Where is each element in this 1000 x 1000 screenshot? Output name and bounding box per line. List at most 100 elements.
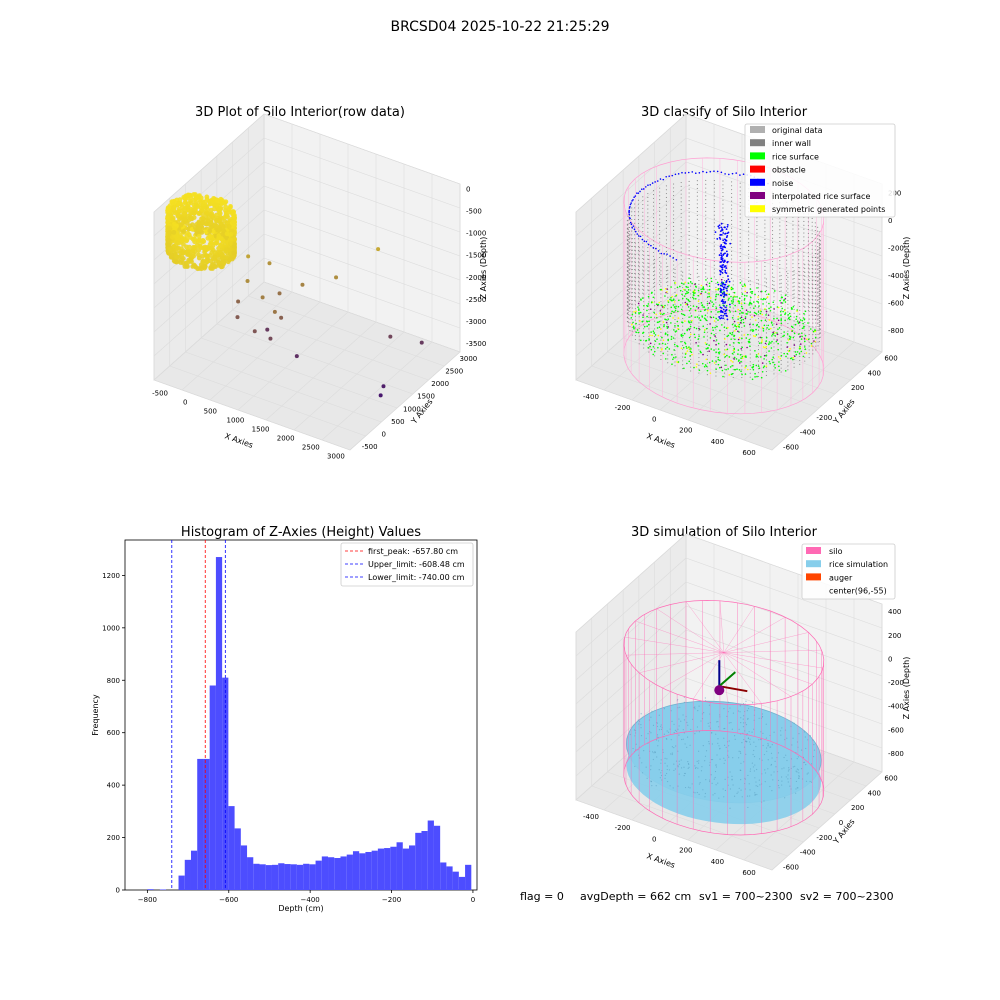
p1-silo-point	[214, 202, 220, 208]
p2-inner-wall-point	[817, 299, 819, 301]
p2-inner-wall-point	[817, 306, 819, 308]
p2-rice-point	[705, 319, 708, 322]
p2-rice-point	[777, 319, 780, 322]
p1-xtick: 500	[204, 408, 217, 416]
p4-rice-point	[656, 734, 659, 736]
p1-xtick: 1000	[227, 417, 245, 425]
p2-noise-point	[666, 253, 668, 255]
p1-silo-point	[198, 245, 204, 251]
p4-rice-point	[687, 724, 689, 726]
p2-rice-point	[683, 295, 686, 297]
p2-inner-wall-point	[741, 353, 743, 355]
p2-inner-wall-point	[631, 303, 633, 305]
p2-rice-point	[705, 347, 708, 350]
p2-inner-wall-point	[637, 219, 639, 221]
p4-grid	[685, 605, 883, 677]
p2-inner-wall-point	[731, 200, 733, 202]
p2-inner-wall-point	[696, 272, 698, 274]
p2-rice-point	[748, 302, 751, 305]
p2-inner-wall-point	[629, 299, 631, 301]
p2-rice-point	[755, 364, 758, 367]
p4-rice-point	[656, 736, 658, 738]
p2-rice-point	[784, 370, 787, 372]
p2-inner-wall-point	[628, 261, 631, 263]
p2-inner-wall-point	[674, 326, 676, 328]
p2-inner-wall-point	[811, 256, 813, 258]
p2-inner-wall-point	[660, 308, 662, 310]
p2-inner-wall-point	[629, 276, 631, 278]
p2-inner-wall-point	[634, 292, 636, 294]
p1-grid	[153, 257, 265, 357]
p2-rice-point	[661, 336, 663, 339]
p2-inner-wall-point	[647, 220, 649, 222]
p2-inner-wall-point	[739, 236, 741, 238]
p2-inner-wall-point	[817, 226, 819, 228]
p2-inner-wall-point	[724, 306, 726, 309]
p4-rice-point	[645, 737, 647, 739]
p2-inner-wall-point	[648, 343, 650, 345]
p2-inner-wall-point	[713, 222, 715, 224]
p2-inner-wall-point	[667, 304, 669, 306]
p2-inner-wall-point	[817, 230, 819, 232]
p2-noise-point	[726, 285, 729, 288]
p2-rice-point	[676, 361, 678, 363]
p2-rice-point	[681, 297, 684, 300]
p2-rice-point	[671, 363, 673, 365]
p2-inner-wall-point	[757, 364, 760, 366]
p2-inner-wall-point	[648, 351, 650, 353]
p2-noise-point	[724, 232, 727, 235]
p2-noise-point	[725, 306, 727, 309]
p2-inner-wall-point	[765, 297, 767, 299]
p2-inner-wall-point	[764, 273, 766, 275]
p2-inner-wall-point	[715, 375, 717, 377]
p1-grid	[169, 365, 366, 437]
p2-inner-wall-point	[817, 272, 819, 274]
p2-inner-wall-point	[787, 326, 789, 328]
p2-rice-point	[781, 307, 784, 310]
p2-inner-wall-point	[674, 315, 676, 317]
p4-rice-point	[805, 747, 807, 750]
p2-inner-wall-point	[807, 290, 809, 292]
p2-inner-wall-point	[787, 357, 789, 359]
p2-inner-wall-point	[647, 239, 649, 241]
p2-inner-wall-point	[642, 257, 644, 260]
p2-inner-wall-point	[648, 301, 650, 303]
p2-rice-point	[743, 355, 745, 357]
p4-rice-point	[694, 792, 696, 794]
p2-rice-point	[737, 330, 739, 333]
p2-inner-wall-point	[642, 250, 644, 252]
panel2-xlabel: X Axies	[645, 431, 676, 450]
p2-inner-wall-point	[793, 297, 795, 299]
p2-inner-wall-point	[680, 270, 682, 272]
p2-rice-point	[720, 366, 723, 369]
p2-inner-wall-point	[818, 304, 820, 306]
p2-inner-wall-point	[799, 278, 801, 281]
p2-rice-point	[756, 287, 758, 289]
p2-inner-wall-point	[637, 296, 639, 298]
p2-inner-wall-point	[741, 280, 743, 282]
p2-inner-wall-point	[818, 308, 820, 310]
p2-inner-wall-point	[642, 230, 644, 233]
p2-rice-point	[787, 339, 790, 341]
p4-rice-point	[677, 750, 679, 752]
p4-rice-point	[658, 729, 661, 731]
p2-rice-point	[716, 281, 719, 284]
p2-inner-wall-point	[756, 275, 758, 277]
p4-rice-point	[647, 733, 649, 735]
p2-inner-wall-point	[792, 224, 794, 226]
p2-rice-point	[749, 288, 752, 290]
p2-rice-point	[741, 337, 743, 340]
p2-inner-wall-point	[724, 330, 726, 332]
p2-inner-wall-point	[713, 226, 715, 228]
p2-inner-wall-point	[787, 295, 789, 298]
p2-inner-wall-point	[804, 345, 806, 347]
p2-rice-point	[744, 316, 747, 318]
p4-rice-point	[683, 719, 686, 721]
p2-inner-wall-point	[690, 335, 692, 337]
p2-grid	[591, 365, 788, 437]
p4-rice-point	[730, 721, 732, 724]
p2-noise-point	[722, 261, 725, 264]
p2-inner-wall-point	[713, 264, 715, 266]
p2-noise-point	[713, 170, 715, 172]
p2-rice-point	[698, 327, 700, 330]
